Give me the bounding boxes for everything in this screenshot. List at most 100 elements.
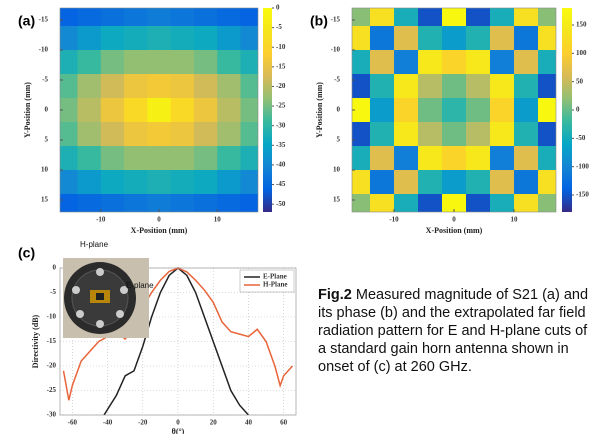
heatmap-cell <box>193 122 218 147</box>
y-tick-label: 5 <box>337 136 341 144</box>
legend-label: H-Plane <box>263 281 288 289</box>
heatmap-cell <box>147 74 172 99</box>
heatmap-cell <box>418 74 443 99</box>
heatmap-cell <box>124 98 148 123</box>
annotation: E-plane <box>126 281 154 290</box>
heatmap-cell <box>538 26 556 51</box>
heatmap-cell <box>100 146 125 171</box>
heatmap-cell <box>124 50 148 75</box>
legend-label: E-Plane <box>263 273 287 281</box>
y-tick-label: -10 <box>331 46 341 54</box>
heatmap-cell <box>60 8 78 27</box>
heatmap-cell <box>514 98 539 123</box>
heatmap-cell <box>370 194 395 212</box>
x-axis-label: X-Position (mm) <box>426 226 483 235</box>
y-axis-label: Directivity (dB) <box>31 314 40 368</box>
heatmap-cell <box>193 194 218 212</box>
heatmap-cell <box>217 122 242 147</box>
heatmap-cell <box>490 98 515 123</box>
heatmap-cell <box>514 26 539 51</box>
panel-label: (b) <box>310 13 328 29</box>
heatmap-cell <box>466 74 491 99</box>
heatmap-cell <box>442 74 467 99</box>
heatmap-cell <box>418 8 443 27</box>
heatmap-cell <box>466 146 491 171</box>
heatmap-cell <box>147 170 172 195</box>
heatmap-cell <box>418 98 443 123</box>
x-tick-label: 60 <box>280 419 288 427</box>
heatmap-cell <box>514 8 539 27</box>
caption-text: Measured magnitude of S21 (a) and its ph… <box>318 287 589 375</box>
heatmap-cell <box>418 50 443 75</box>
colorbar-tick-label: -45 <box>276 180 286 188</box>
heatmap-cell <box>418 194 443 212</box>
y-tick-label: -5 <box>50 288 56 296</box>
heatmap-cell <box>240 194 258 212</box>
heatmap-cell <box>147 146 172 171</box>
heatmap-cell <box>100 122 125 147</box>
heatmap-cell <box>147 122 172 147</box>
heatmap-cell <box>240 26 258 51</box>
colorbar-tick-label: 100 <box>576 49 587 57</box>
heatmap-cell <box>77 8 102 27</box>
heatmap-cell <box>147 50 172 75</box>
heatmap-cell <box>538 146 556 171</box>
heatmap-cell <box>77 98 102 123</box>
heatmap-cell <box>370 74 395 99</box>
heatmap-cell <box>490 74 515 99</box>
heatmap-cell <box>170 74 195 99</box>
heatmap-cell <box>147 26 172 51</box>
heatmap-cell <box>394 194 419 212</box>
colorbar-tick-label: -25 <box>276 102 286 110</box>
heatmap-cell <box>193 146 218 171</box>
heatmap-cell <box>240 74 258 99</box>
heatmap-cell <box>217 50 242 75</box>
colorbar-tick-label: -150 <box>576 191 589 199</box>
heatmap-cell <box>147 98 172 123</box>
x-axis-label: θ(°) <box>172 427 185 434</box>
heatmap-cell <box>217 194 242 212</box>
heatmap-cell <box>77 194 102 212</box>
heatmap-cell <box>442 194 467 212</box>
heatmap-cell <box>124 194 148 212</box>
panel-label: (a) <box>18 13 35 29</box>
heatmap-cell <box>370 146 395 171</box>
colorbar-tick-label: -100 <box>576 162 589 170</box>
heatmap-cell <box>217 8 242 27</box>
heatmap-cell <box>77 74 102 99</box>
heatmap-cell <box>193 8 218 27</box>
heatmap-cell <box>538 194 556 212</box>
heatmap-cell <box>490 50 515 75</box>
y-tick-label: -10 <box>47 313 57 321</box>
heatmap-cell <box>352 8 371 27</box>
y-tick-label: -15 <box>331 16 341 24</box>
heatmap-cell <box>124 8 148 27</box>
heatmap-cell <box>394 170 419 195</box>
heatmap-cell <box>370 170 395 195</box>
colorbar-tick-label: 0 <box>276 4 280 12</box>
legend-box <box>239 269 295 293</box>
heatmap-cell <box>217 146 242 171</box>
heatmap-cell <box>77 50 102 75</box>
heatmap-cell <box>418 170 443 195</box>
colorbar-tick-label: -35 <box>276 141 286 149</box>
heatmap-cell <box>514 170 539 195</box>
heatmap-cell <box>240 170 258 195</box>
heatmap-cell <box>60 170 78 195</box>
caption-label: Fig.2 <box>318 287 352 303</box>
colorbar-tick-label: -20 <box>276 82 286 90</box>
heatmap-cell <box>370 26 395 51</box>
aperture-inner <box>96 293 104 300</box>
x-tick-label: 20 <box>210 419 218 427</box>
heatmap-cell <box>466 50 491 75</box>
heatmap-cell <box>100 8 125 27</box>
heatmap-cell <box>124 74 148 99</box>
heatmap-cell <box>538 122 556 147</box>
heatmap-cell <box>147 8 172 27</box>
heatmap-cell <box>170 98 195 123</box>
heatmap-cells <box>60 8 258 212</box>
heatmap-cell <box>124 122 148 147</box>
heatmap-cell <box>352 74 371 99</box>
colorbar-tick-label: 150 <box>576 21 587 29</box>
heatmap-cell <box>352 98 371 123</box>
